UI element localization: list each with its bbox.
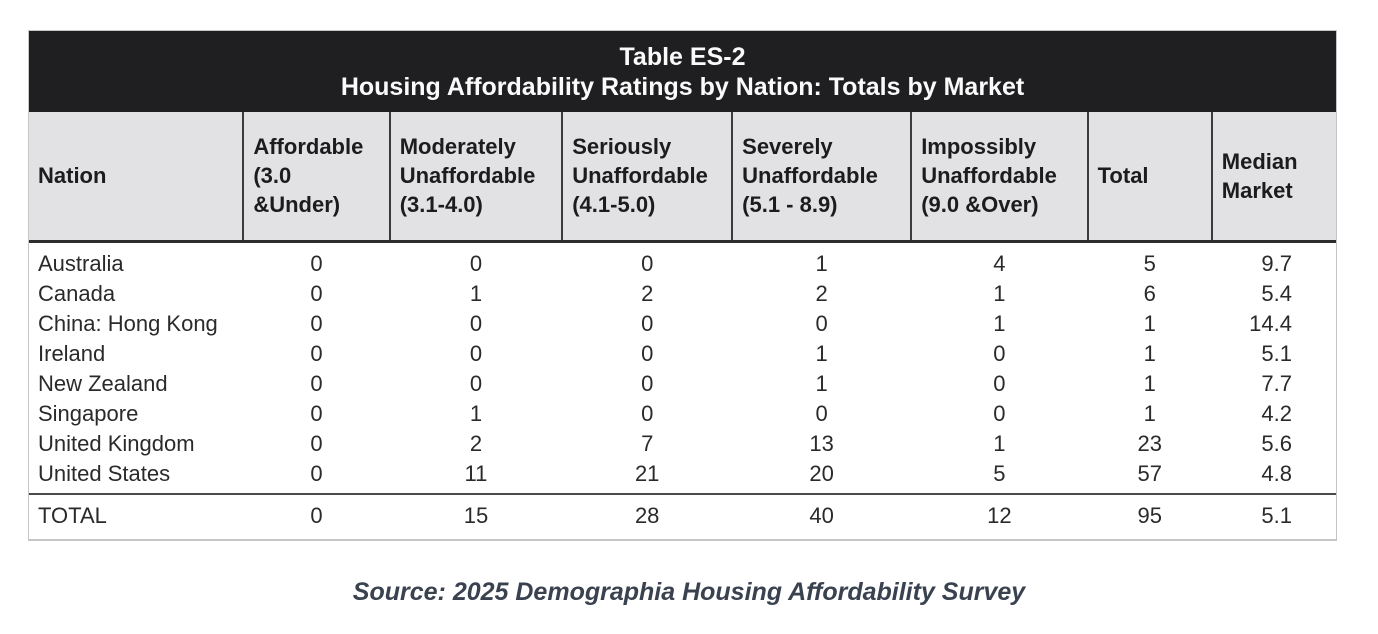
column-header-5: Impossibly Unaffordable (9.0 &Over) (910, 112, 1088, 243)
value-cell: 2 (469, 430, 483, 456)
table-title-bar: Table ES-2 Housing Affordability Ratings… (29, 31, 1336, 112)
value-cell: 1 (1143, 340, 1156, 366)
nation-cell: Canada (38, 280, 116, 306)
table-row: Ireland 0 0 0 1 0 1 5.1 (29, 339, 1336, 369)
value-cell: 0 (310, 280, 323, 306)
value-cell: 1 (993, 280, 1006, 306)
nation-cell: United States (38, 460, 171, 486)
value-cell: 0 (310, 370, 323, 396)
value-cell: 1 (815, 250, 828, 276)
nation-cell: Singapore (38, 400, 139, 426)
nation-cell: Ireland (38, 340, 106, 366)
value-cell: 0 (641, 370, 654, 396)
value-cell: 20 (809, 460, 834, 486)
table-row: New Zealand 0 0 0 1 0 1 7.7 (29, 369, 1336, 399)
ratings-table: Nation Affordable (3.0 &Under) Moderately … (29, 112, 1336, 540)
total-label-cell: TOTAL (29, 492, 244, 540)
value-cell: 0 (641, 340, 654, 366)
column-header-7: Median Market (1210, 112, 1336, 243)
nation-cell: Australia (38, 250, 124, 276)
table-body: Australia 0 0 0 1 4 5 9.7 Canada 0 1 2 2 1 6 5.4 China: … (29, 241, 1336, 494)
total-row: TOTAL 0 15 28 40 12 95 5.1 (29, 492, 1336, 540)
column-header-0: Nation (29, 112, 244, 243)
nation-cell: New Zealand (38, 370, 168, 396)
value-cell: 13 (809, 430, 834, 456)
value-cell: 1 (993, 430, 1006, 456)
table-row: Singapore 0 1 0 0 0 1 4.2 (29, 399, 1336, 429)
value-cell: 23 (1137, 430, 1162, 456)
value-cell: 4.2 (1261, 400, 1292, 426)
column-header-4: Severely Unaffordable (5.1 - 8.9) (731, 112, 912, 243)
total-value-cell: 28 (562, 492, 733, 540)
value-cell: 0 (993, 400, 1006, 426)
value-cell: 1 (1143, 370, 1156, 396)
value-cell: 0 (310, 400, 323, 426)
source-caption: Source: 2025 Demographia Housing Afforda… (352, 578, 1026, 606)
total-value-cell: 40 (732, 492, 912, 540)
value-cell: 1 (469, 400, 483, 426)
table-row: United Kingdom 0 2 7 13 1 23 5.6 (29, 429, 1336, 459)
value-cell: 0 (469, 250, 483, 276)
column-header-3: Seriously Unaffordable (4.1-5.0) (561, 112, 733, 243)
affordability-table: Table ES-2 Housing Affordability Ratings… (28, 30, 1337, 541)
table-row: Canada 0 1 2 2 1 6 5.4 (29, 279, 1336, 309)
total-value-cell: 15 (389, 492, 563, 540)
value-cell: 0 (310, 250, 323, 276)
value-cell: 0 (993, 340, 1006, 366)
value-cell: 2 (815, 280, 828, 306)
value-cell: 0 (469, 370, 483, 396)
total-value-cell: 0 (243, 492, 390, 540)
value-cell: 0 (469, 340, 483, 366)
value-cell: 0 (310, 340, 323, 366)
value-cell: 0 (310, 310, 323, 336)
value-cell: 1 (993, 310, 1006, 336)
header-row: Nation Affordable (3.0 &Under) Moderately … (29, 112, 1336, 243)
value-cell: 5.1 (1261, 340, 1292, 366)
column-header-1: Affordable (3.0 &Under) (242, 112, 390, 243)
total-value-cell: 95 (1087, 492, 1212, 540)
value-cell: 11 (464, 460, 488, 486)
value-cell: 6 (1143, 280, 1156, 306)
table-title: Housing Affordability Ratings by Nation:… (340, 73, 1025, 101)
table-row: China: Hong Kong 0 0 0 0 1 1 14.4 (29, 309, 1336, 339)
value-cell: 0 (815, 400, 828, 426)
value-cell: 0 (310, 460, 323, 486)
value-cell: 0 (993, 370, 1006, 396)
column-header-2: Moderately Unaffordable (3.1-4.0) (388, 112, 563, 243)
value-cell: 0 (641, 400, 654, 426)
value-cell: 57 (1137, 460, 1162, 486)
value-cell: 5 (993, 460, 1006, 486)
value-cell: 0 (641, 310, 654, 336)
value-cell: 4 (993, 250, 1006, 276)
column-header-6: Total (1086, 112, 1212, 243)
value-cell: 1 (815, 370, 828, 396)
nation-cell: United Kingdom (38, 430, 195, 456)
value-cell: 2 (641, 280, 654, 306)
value-cell: 7 (641, 430, 654, 456)
value-cell: 0 (815, 310, 828, 336)
value-cell: 4.8 (1261, 460, 1292, 486)
value-cell: 5 (1143, 250, 1156, 276)
total-value-cell: 12 (911, 492, 1088, 540)
value-cell: 0 (310, 430, 323, 456)
value-cell: 1 (815, 340, 828, 366)
value-cell: 7.7 (1261, 370, 1292, 396)
table-number: Table ES-2 (619, 43, 746, 71)
value-cell: 0 (641, 250, 654, 276)
table-row: United States 0 11 21 20 5 57 4.8 (29, 459, 1336, 494)
value-cell: 1 (469, 280, 483, 306)
value-cell: 1 (1143, 310, 1156, 336)
value-cell: 0 (469, 310, 483, 336)
table-row: Australia 0 0 0 1 4 5 9.7 (29, 241, 1336, 279)
value-cell: 9.7 (1261, 250, 1292, 276)
value-cell: 5.6 (1261, 430, 1292, 456)
nation-cell: China: Hong Kong (38, 310, 218, 336)
value-cell: 5.4 (1261, 280, 1292, 306)
value-cell: 14.4 (1249, 310, 1292, 336)
total-value-cell: 5.1 (1211, 492, 1336, 540)
value-cell: 21 (634, 460, 660, 486)
value-cell: 1 (1143, 400, 1156, 426)
